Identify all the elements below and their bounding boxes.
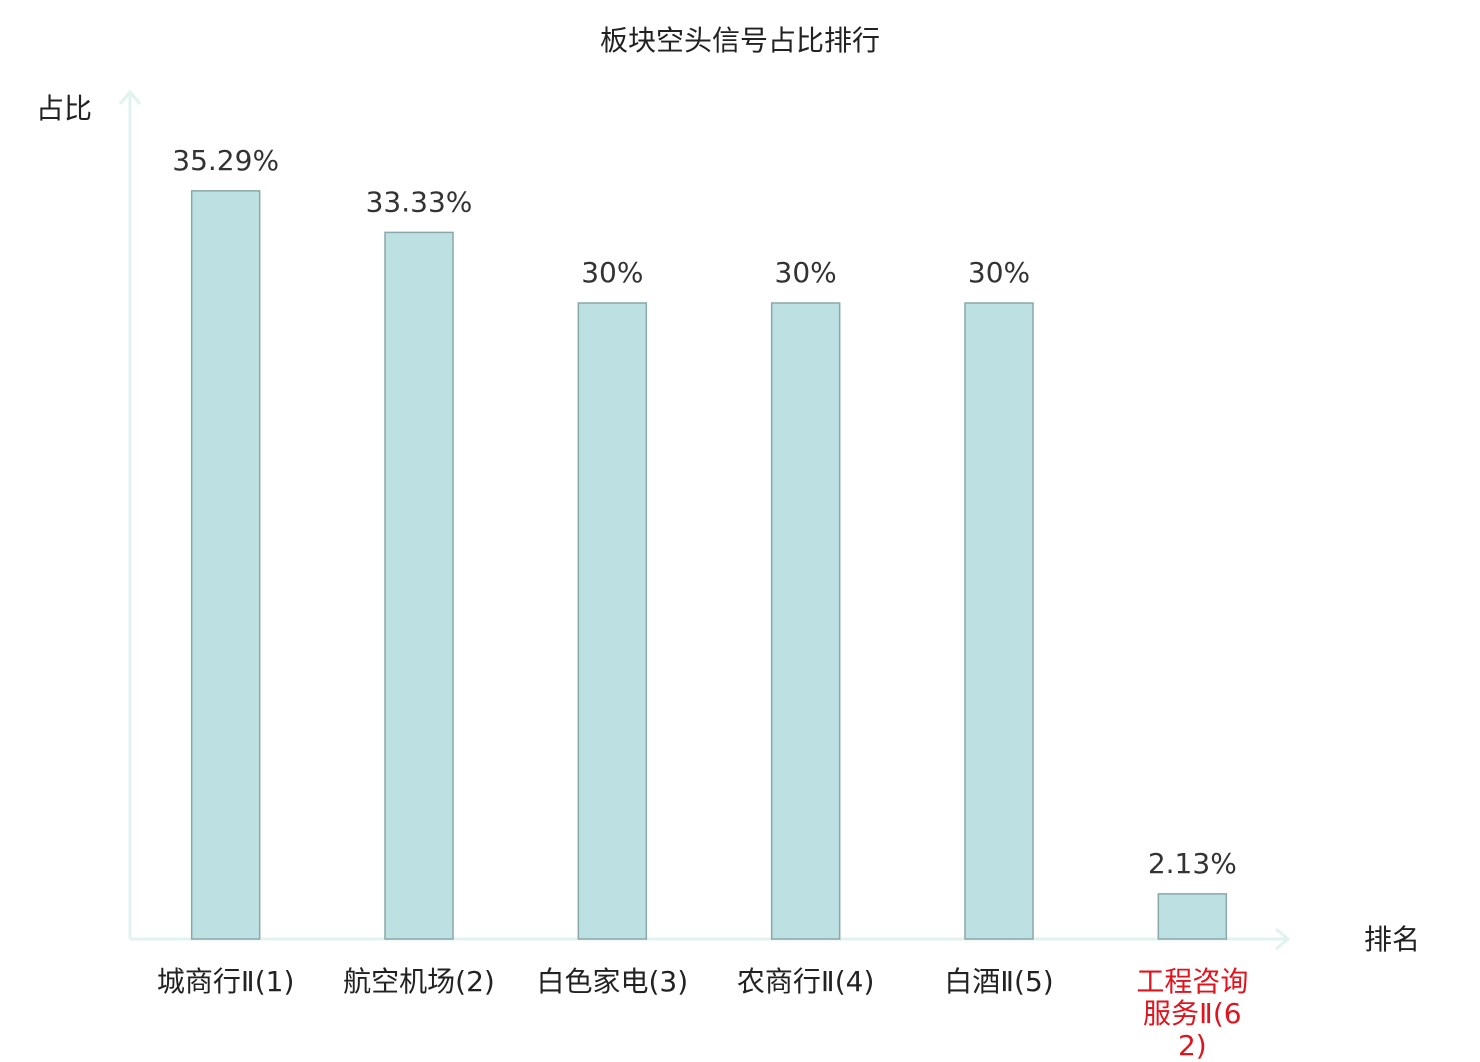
bar (770, 302, 841, 940)
y-axis-arrow (118, 89, 142, 105)
page: 板块空头信号占比排行 占比 排名 35.29% 33.33% 30% 30% 30% 2.… (35, 24, 1421, 1062)
x-tick-label: 城商行Ⅱ(1) (156, 965, 295, 998)
x-axis-label: 排名 (1364, 923, 1420, 956)
value-label: 30% (775, 256, 837, 289)
x-tick-label: 农商行Ⅱ(4) (736, 965, 875, 998)
bar (190, 190, 261, 940)
bar (1157, 893, 1228, 940)
value-label: 30% (968, 256, 1030, 289)
value-label: 30% (581, 256, 643, 289)
value-label: 2.13% (1148, 847, 1237, 880)
bar (384, 231, 454, 940)
x-tick-label: 航空机场(2) (343, 965, 495, 998)
x-tick-label: 白色家电(3) (536, 965, 689, 998)
chart-title: 板块空头信号占比排行 (600, 24, 880, 57)
x-tick-label: 工程咨询服务Ⅱ(62) (1136, 965, 1249, 1062)
value-label: 33.33% (366, 185, 473, 218)
y-axis-label: 占比 (36, 92, 92, 125)
x-axis-arrow (1275, 927, 1291, 951)
bar (577, 302, 648, 940)
chart: 板块空头信号占比排行 占比 排名 35.29% 33.33% 30% 30% 30% 2.… (36, 24, 1420, 956)
value-label: 35.29% (172, 144, 279, 177)
bar (964, 302, 1034, 940)
x-tick-label: 白酒Ⅱ(5) (944, 965, 1054, 998)
